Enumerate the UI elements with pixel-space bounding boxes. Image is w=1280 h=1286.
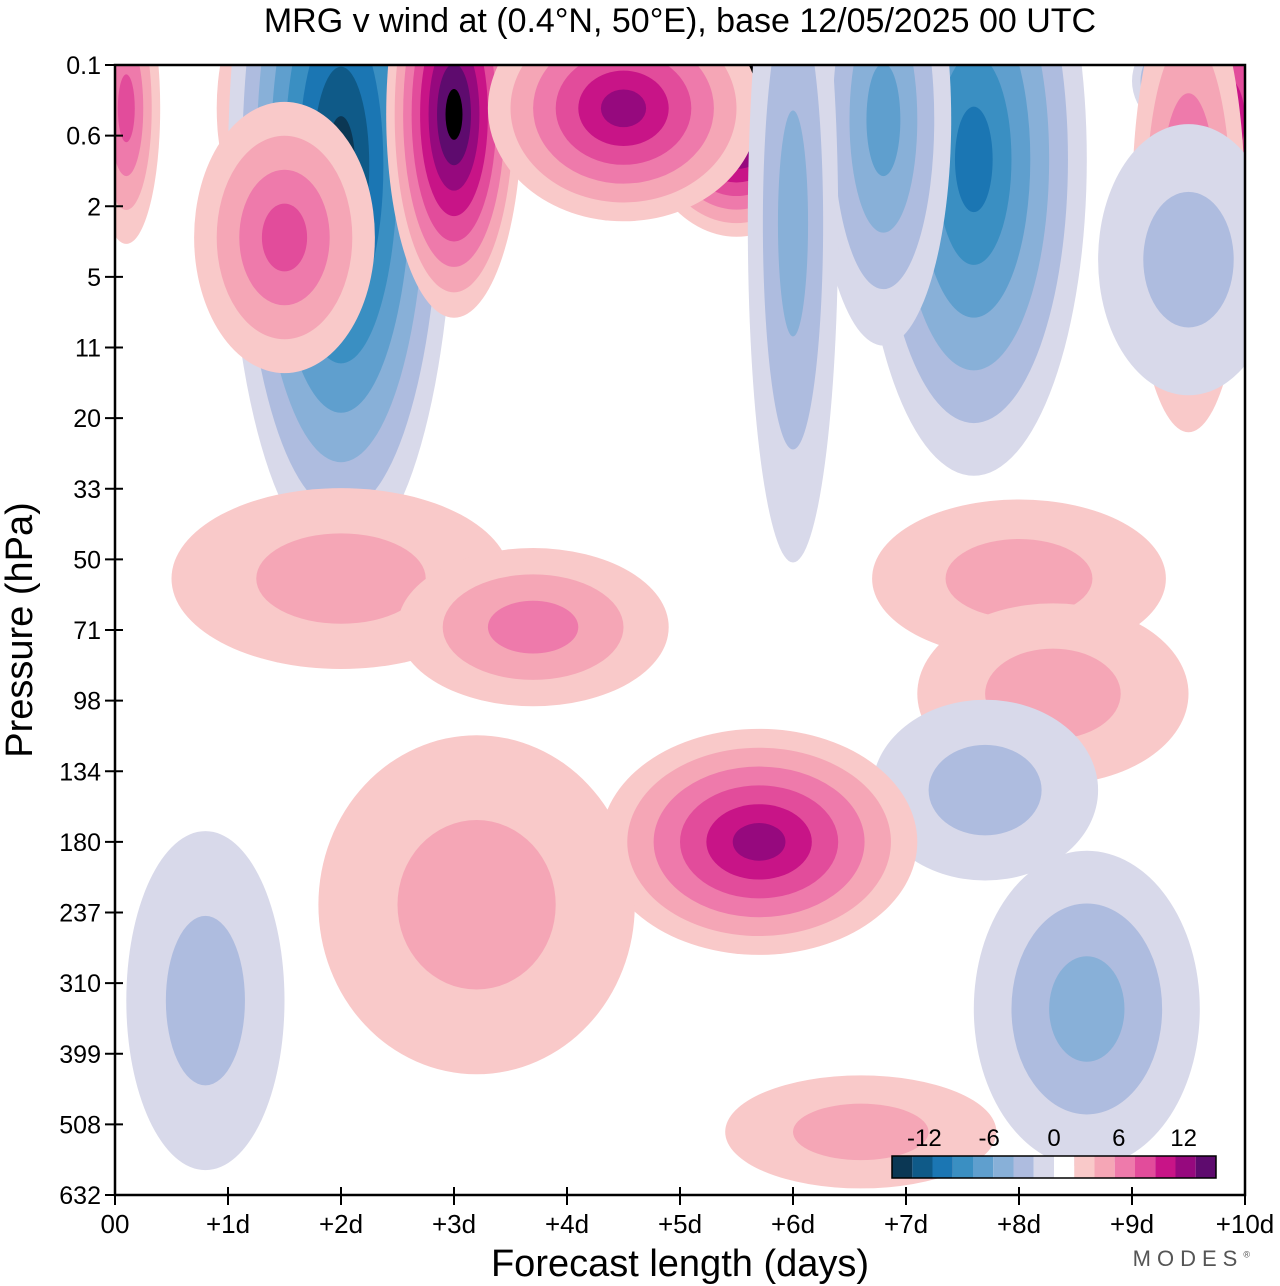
colorbar-swatch: [952, 1156, 973, 1178]
colorbar-swatch: [932, 1156, 953, 1178]
x-tick-label: +8d: [997, 1209, 1041, 1239]
colorbar-swatch: [1074, 1156, 1095, 1178]
colorbar-swatch: [1195, 1156, 1216, 1178]
x-tick-label: +10d: [1216, 1209, 1275, 1239]
y-tick-label: 180: [59, 829, 101, 857]
x-tick-label: +6d: [771, 1209, 815, 1239]
contour-band-18-2: [928, 744, 1042, 836]
contour-band-20-2: [397, 820, 556, 990]
y-tick-label: 508: [59, 1111, 101, 1139]
colorbar-swatch: [1175, 1156, 1196, 1178]
colorbar-tick-label: 6: [1112, 1125, 1125, 1152]
y-tick-label: 134: [59, 758, 101, 786]
y-tick-label: 237: [59, 900, 101, 928]
chart-title: MRG v wind at (0.4°N, 50°E), base 12/05/…: [264, 2, 1096, 40]
x-tick-label: +4d: [545, 1209, 589, 1239]
x-axis-label: Forecast length (days): [491, 1243, 869, 1285]
y-tick-label: 71: [73, 617, 101, 645]
colorbar-swatch: [1114, 1156, 1135, 1178]
y-axis-label: Pressure (hPa): [0, 502, 41, 758]
contour-band-3-8: [445, 88, 463, 140]
colorbar-swatch: [1033, 1156, 1054, 1178]
colorbar-swatch: [1135, 1156, 1156, 1178]
y-axis: 0.1 0.6 2 5 11 20 33 50 71 98 134 180 237 310 399 508 63…: [59, 52, 123, 1210]
y-tick-label: 0.6: [66, 123, 101, 151]
contour-band-22-3: [1049, 956, 1125, 1062]
contour-band-23-2: [793, 1103, 929, 1161]
colorbar-swatch: [912, 1156, 933, 1178]
colorbar-tick-label: 0: [1047, 1125, 1060, 1152]
y-tick-label: 399: [59, 1041, 101, 1069]
colorbar-swatch: [1054, 1156, 1075, 1178]
colorbar-tick-label: -6: [979, 1125, 1000, 1152]
x-tick-label: +2d: [319, 1209, 363, 1239]
y-tick-label: 0.1: [66, 52, 101, 80]
y-tick-label: 20: [73, 405, 101, 433]
contour-band-19-6: [732, 823, 786, 861]
contour-band-11-4: [261, 203, 308, 272]
contour-band-12-3: [777, 110, 809, 337]
contour-band-13-2: [1143, 191, 1234, 328]
contour-field: [115, 65, 1245, 1189]
brand-logo: MODES®: [1132, 1246, 1250, 1271]
contour-band-7-4: [866, 65, 901, 177]
x-tick-label: +3d: [432, 1209, 476, 1239]
x-axis: 00 +1d +2d +3d +4d +5d +6d +7d +8d +9d +10d: [101, 1187, 1275, 1239]
y-tick-label: 11: [75, 335, 101, 363]
colorbar-swatch: [993, 1156, 1014, 1178]
y-tick-label: 50: [73, 546, 101, 574]
colorbar-swatch: [892, 1156, 913, 1178]
colorbar-tick-label: -12: [907, 1125, 942, 1152]
x-tick-label: +1d: [206, 1209, 250, 1239]
x-tick-label: 00: [101, 1209, 130, 1239]
y-tick-label: 2: [87, 193, 101, 221]
colorbar-swatch: [1155, 1156, 1176, 1178]
y-tick-label: 5: [87, 264, 101, 292]
y-tick-label: 33: [73, 476, 101, 504]
y-tick-label: 632: [59, 1182, 101, 1210]
colorbar-tick-label: 12: [1170, 1125, 1197, 1152]
contour-band-21-2: [165, 915, 245, 1086]
colorbar-swatch: [973, 1156, 994, 1178]
colorbar-swatch: [1013, 1156, 1034, 1178]
contour-band-14-2: [256, 533, 426, 624]
contour-band-6-6: [954, 106, 993, 213]
colorbar-frame: [891, 1155, 1217, 1179]
colorbar-swatch: [1094, 1156, 1115, 1178]
y-tick-label: 310: [59, 970, 101, 998]
contour-band-16-2: [945, 539, 1093, 619]
colorbar: -12 -6 0 6 12: [891, 1125, 1217, 1179]
x-tick-label: +7d: [884, 1209, 928, 1239]
contour-band-15-3: [487, 600, 579, 654]
x-tick-label: +5d: [658, 1209, 702, 1239]
x-tick-label: +9d: [1110, 1209, 1154, 1239]
contour-band-1-4: [117, 74, 135, 143]
y-tick-label: 98: [73, 688, 101, 716]
contour-band-5-6: [600, 89, 647, 128]
